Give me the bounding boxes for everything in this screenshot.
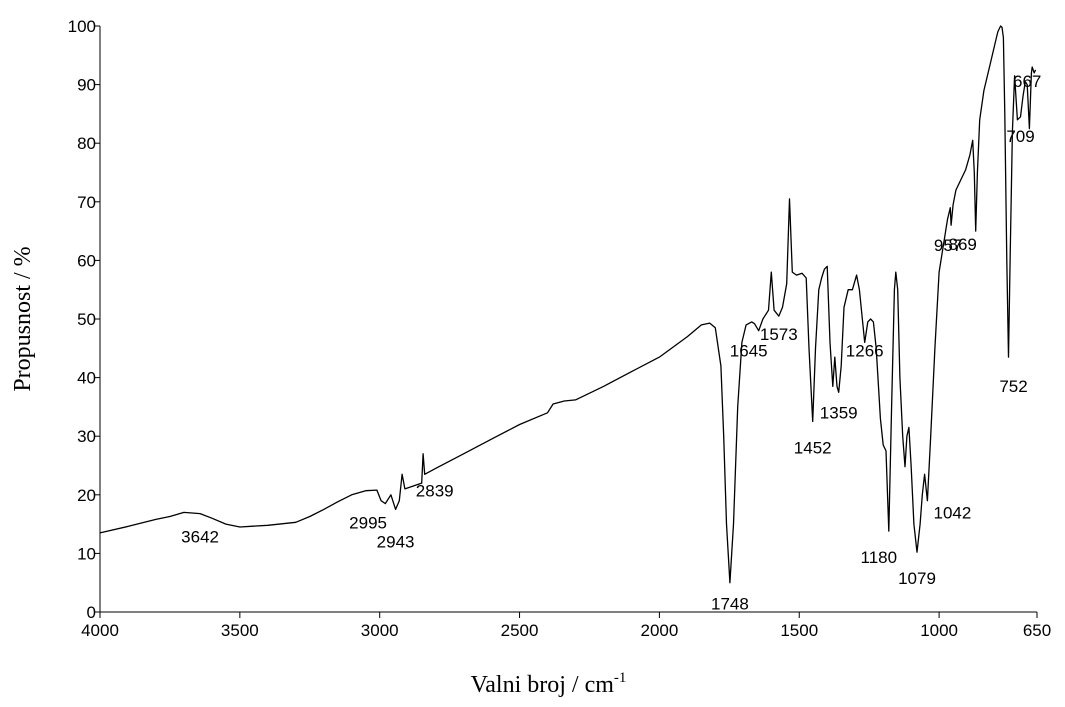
peak-label: 1748 xyxy=(711,595,749,614)
y-tick-label: 100 xyxy=(68,17,96,36)
peak-label: 1266 xyxy=(846,341,884,360)
x-axis-title-text: Valni broj / cm xyxy=(471,672,615,698)
y-tick-label: 0 xyxy=(87,603,96,622)
y-tick-label: 60 xyxy=(77,251,96,270)
peak-label: 2943 xyxy=(377,533,415,552)
peak-label: 869 xyxy=(949,235,977,254)
y-tick-label: 70 xyxy=(77,193,96,212)
x-tick-label: 2500 xyxy=(501,621,539,640)
x-tick-label: 3500 xyxy=(221,621,259,640)
peak-label: 709 xyxy=(1006,127,1034,146)
peak-label: 1359 xyxy=(820,403,858,422)
peak-label: 1573 xyxy=(760,325,798,344)
y-tick-label: 30 xyxy=(77,427,96,446)
x-tick-label: 650 xyxy=(1023,621,1051,640)
y-tick-label: 90 xyxy=(77,76,96,95)
axes xyxy=(99,26,1037,613)
x-axis-title-superscript: -1 xyxy=(614,670,627,686)
peak-label: 752 xyxy=(999,377,1027,396)
peak-label: 957 xyxy=(934,236,962,255)
peak-label: 667 xyxy=(1013,72,1041,91)
x-tick-label: 1000 xyxy=(920,621,958,640)
peak-label: 1645 xyxy=(730,342,768,361)
peak-label: 2995 xyxy=(349,514,387,533)
peak-label: 3642 xyxy=(181,527,219,546)
x-tick-label: 3000 xyxy=(361,621,399,640)
x-axis-title: Valni broj / cm-1 xyxy=(471,670,627,698)
y-axis-title: Propusnost / % xyxy=(10,246,36,391)
peak-label: 1452 xyxy=(794,439,832,458)
peak-label: 1042 xyxy=(933,504,971,523)
y-tick-label: 40 xyxy=(77,369,96,388)
peak-label: 1180 xyxy=(861,548,898,567)
x-tick-label: 4000 xyxy=(81,621,119,640)
y-tick-label: 10 xyxy=(77,544,96,563)
x-tick-label: 2000 xyxy=(640,621,678,640)
spectrum-series-line xyxy=(99,25,1037,584)
peak-label: 2839 xyxy=(416,481,454,500)
y-tick-label: 50 xyxy=(77,310,96,329)
x-ticks: 4000 3500 3000 2500 2000 1500 1000 650 xyxy=(81,612,1051,640)
x-tick-label: 1500 xyxy=(780,621,818,640)
peak-label: 1079 xyxy=(898,569,936,588)
y-tick-label: 20 xyxy=(77,486,96,505)
y-ticks: 0 10 20 30 40 50 60 70 80 90 100 xyxy=(68,17,100,622)
y-tick-label: 80 xyxy=(77,134,96,153)
